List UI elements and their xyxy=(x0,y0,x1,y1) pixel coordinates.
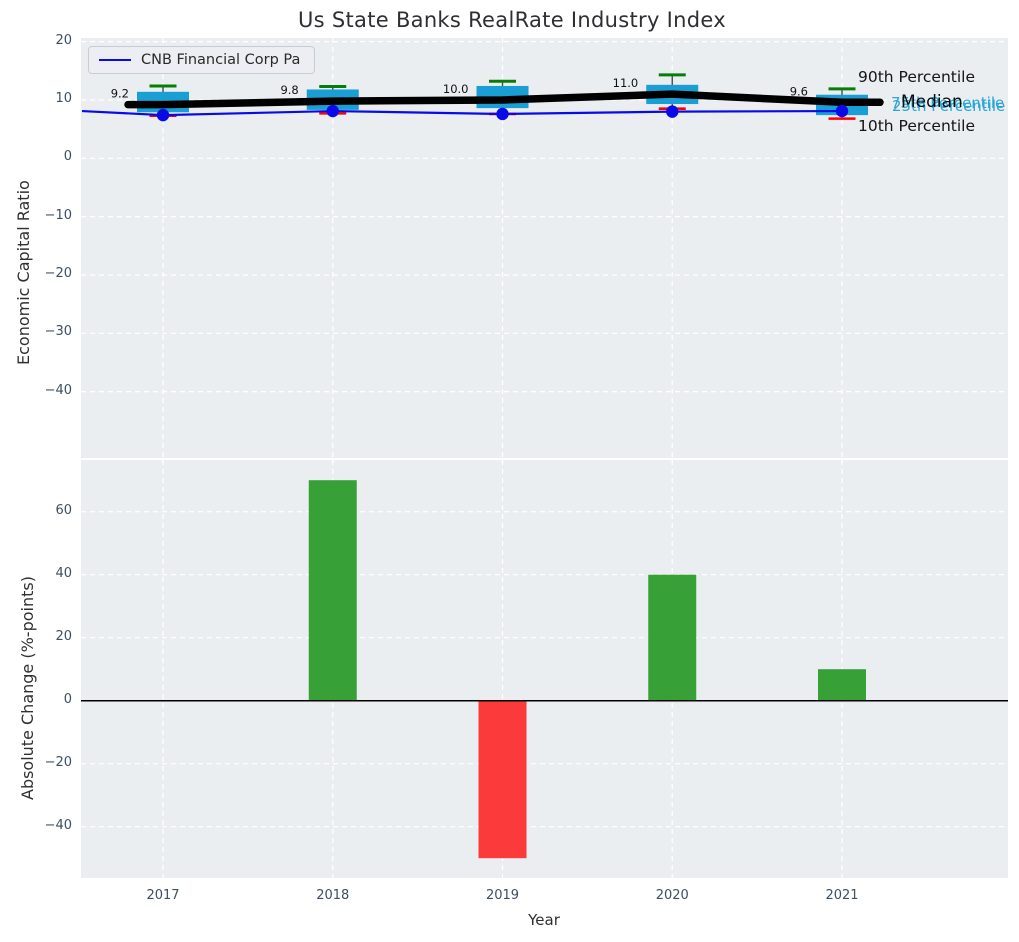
y-tick-label: 0 xyxy=(63,691,72,707)
y-tick-label: −30 xyxy=(44,324,72,340)
annotation-10th-percentile: 10th Percentile xyxy=(858,117,976,135)
company-marker xyxy=(835,104,849,118)
y-tick-label: −10 xyxy=(44,207,72,223)
median-value-label: 11.0 xyxy=(613,76,639,90)
company-marker xyxy=(326,104,339,118)
y-tick-label: −20 xyxy=(44,754,72,770)
x-tick-label: 2018 xyxy=(316,888,350,903)
y-tick-label: 10 xyxy=(55,90,72,106)
median-value-label: 9.2 xyxy=(111,87,129,101)
company-marker xyxy=(496,107,509,121)
chart-title: Us State Banks RealRate Industry Index xyxy=(298,8,726,32)
company-marker xyxy=(666,105,679,118)
company-marker xyxy=(156,108,170,122)
x-tick-label: 2021 xyxy=(825,888,859,903)
y-tick-label: −40 xyxy=(44,382,72,398)
y-tick-label: −20 xyxy=(44,265,72,281)
bar-panel xyxy=(81,460,1008,878)
annotation-75th-percentile: 75th Percentile xyxy=(891,94,1005,112)
y-tick-label: 20 xyxy=(55,32,72,48)
company-line xyxy=(81,109,843,117)
y-tick-label: 20 xyxy=(55,628,72,644)
y-tick-label: 60 xyxy=(55,502,72,518)
annotation-90th-percentile: 90th Percentile xyxy=(858,68,976,86)
bar-positive xyxy=(818,669,866,701)
legend: CNB Financial Corp Pa xyxy=(88,46,316,74)
bottom-plot-background xyxy=(81,460,1008,878)
median-line xyxy=(124,90,884,109)
y-tick-label: 40 xyxy=(55,565,72,581)
annotation-median: Median xyxy=(901,92,963,112)
x-tick-label: 2017 xyxy=(146,888,180,903)
median-value-label: 10.0 xyxy=(443,82,469,96)
y-tick-label: −40 xyxy=(44,817,72,833)
bar-negative xyxy=(478,700,527,859)
x-tick-label: 2019 xyxy=(485,888,520,903)
y-tick-label: 0 xyxy=(63,149,72,165)
bar-positive xyxy=(308,480,357,701)
boxplot-panel: 9.2 9.8 10.0 11.0 9.6 xyxy=(81,38,1008,458)
median-value-label: 9.6 xyxy=(790,84,808,98)
legend-label: CNB Financial Corp Pa xyxy=(141,52,301,68)
legend-line-swatch xyxy=(99,59,131,61)
median-value-label: 9.8 xyxy=(280,83,298,97)
x-axis-label: Year xyxy=(528,911,560,929)
bar-positive xyxy=(648,574,697,701)
x-tick-label: 2020 xyxy=(655,888,689,903)
annotation-25th-percentile: 25th Percentile xyxy=(892,97,1006,115)
